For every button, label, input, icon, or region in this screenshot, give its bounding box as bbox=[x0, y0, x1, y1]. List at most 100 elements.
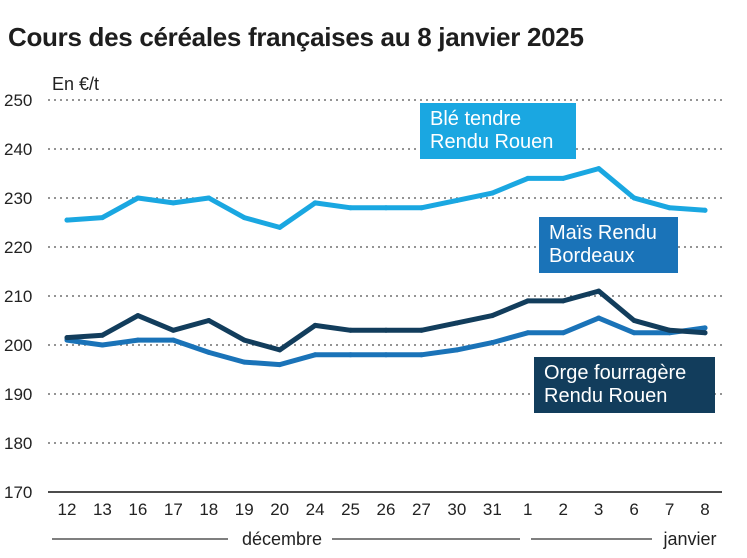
data-point bbox=[241, 359, 247, 365]
x-tick-label: 27 bbox=[412, 500, 431, 519]
x-tick-label: 2 bbox=[558, 500, 567, 519]
x-tick-label: 30 bbox=[447, 500, 466, 519]
data-point bbox=[277, 224, 283, 230]
data-point bbox=[99, 215, 105, 221]
data-point bbox=[348, 352, 354, 358]
data-point bbox=[489, 190, 495, 196]
data-point bbox=[489, 313, 495, 319]
data-point bbox=[702, 325, 708, 331]
data-point bbox=[135, 195, 141, 201]
data-point bbox=[631, 195, 637, 201]
data-point bbox=[170, 200, 176, 206]
x-tick-label: 1 bbox=[523, 500, 532, 519]
x-tick-label: 13 bbox=[93, 500, 112, 519]
data-point bbox=[64, 217, 70, 223]
month-label-january: janvier bbox=[662, 529, 716, 549]
series-label-text: Bordeaux bbox=[549, 245, 635, 267]
y-tick-label: 190 bbox=[4, 385, 32, 404]
data-point bbox=[454, 320, 460, 326]
data-point bbox=[454, 197, 460, 203]
data-point bbox=[418, 205, 424, 211]
x-tick-label: 12 bbox=[58, 500, 77, 519]
series-label-text: Rendu Rouen bbox=[544, 385, 667, 407]
data-point bbox=[348, 205, 354, 211]
data-point bbox=[241, 215, 247, 221]
series-lines bbox=[64, 166, 708, 368]
data-point bbox=[135, 337, 141, 343]
data-point bbox=[206, 349, 212, 355]
data-point bbox=[525, 330, 531, 336]
data-point bbox=[383, 352, 389, 358]
data-point bbox=[525, 175, 531, 181]
data-point bbox=[596, 315, 602, 321]
x-tick-label: 19 bbox=[235, 500, 254, 519]
data-point bbox=[383, 205, 389, 211]
data-point bbox=[64, 335, 70, 341]
month-label-december: décembre bbox=[242, 529, 322, 549]
data-point bbox=[631, 318, 637, 323]
x-tick-label: 18 bbox=[199, 500, 218, 519]
x-tick-label: 7 bbox=[665, 500, 674, 519]
y-tick-label: 220 bbox=[4, 238, 32, 257]
x-tick-label: 3 bbox=[594, 500, 603, 519]
data-point bbox=[312, 322, 318, 328]
data-point bbox=[277, 362, 283, 368]
y-axis-ticks: 170 180 190 200 210 220 230 240 250 bbox=[4, 91, 32, 502]
x-axis-ticks: 12 13 16 17 18 19 20 24 25 26 27 30 31 1 2 3 6 7 8 bbox=[58, 500, 710, 519]
data-point bbox=[206, 195, 212, 201]
x-tick-label: 26 bbox=[377, 500, 396, 519]
data-point bbox=[206, 318, 212, 323]
series-label-box-0 bbox=[420, 103, 576, 159]
series-label-box-1 bbox=[539, 217, 678, 273]
series-label-box-2 bbox=[534, 357, 715, 413]
data-point bbox=[560, 175, 566, 181]
y-tick-label: 200 bbox=[4, 336, 32, 355]
series-label-text: Blé tendre bbox=[430, 108, 521, 130]
y-tick-label: 230 bbox=[4, 189, 32, 208]
data-point bbox=[702, 207, 708, 213]
data-point bbox=[418, 352, 424, 358]
data-point bbox=[489, 340, 495, 346]
x-tick-label: 8 bbox=[700, 500, 709, 519]
y-tick-label: 170 bbox=[4, 483, 32, 502]
data-point bbox=[170, 337, 176, 343]
data-point bbox=[135, 313, 141, 319]
data-point bbox=[560, 330, 566, 336]
x-tick-label: 6 bbox=[629, 500, 638, 519]
data-point bbox=[170, 327, 176, 333]
data-point bbox=[241, 337, 247, 343]
data-point bbox=[560, 298, 566, 304]
data-point bbox=[348, 327, 354, 333]
x-tick-label: 20 bbox=[270, 500, 289, 519]
data-point bbox=[418, 327, 424, 333]
data-point bbox=[277, 347, 283, 353]
x-tick-label: 31 bbox=[483, 500, 502, 519]
y-tick-label: 210 bbox=[4, 287, 32, 306]
data-point bbox=[631, 330, 637, 336]
x-tick-label: 16 bbox=[128, 500, 147, 519]
x-tick-label: 25 bbox=[341, 500, 360, 519]
data-point bbox=[99, 342, 105, 348]
data-point bbox=[99, 332, 105, 338]
y-axis-unit-label: En €/t bbox=[52, 74, 99, 94]
x-tick-label: 17 bbox=[164, 500, 183, 519]
x-tick-label: 24 bbox=[306, 500, 325, 519]
y-tick-label: 240 bbox=[4, 140, 32, 159]
month-labels: décembre janvier bbox=[52, 529, 717, 549]
data-point bbox=[596, 166, 602, 172]
data-point bbox=[702, 330, 708, 336]
data-point bbox=[596, 288, 602, 294]
data-point bbox=[667, 205, 673, 211]
data-point bbox=[312, 352, 318, 358]
data-point bbox=[312, 200, 318, 206]
series-label-text: Orge fourragère bbox=[544, 362, 686, 384]
series-label-text: Rendu Rouen bbox=[430, 131, 553, 153]
data-point bbox=[383, 327, 389, 333]
data-point bbox=[525, 298, 531, 304]
gridlines bbox=[48, 99, 722, 444]
series-label-text: Maïs Rendu bbox=[549, 222, 657, 244]
data-point bbox=[667, 327, 673, 333]
data-point bbox=[454, 347, 460, 353]
y-tick-label: 180 bbox=[4, 434, 32, 453]
